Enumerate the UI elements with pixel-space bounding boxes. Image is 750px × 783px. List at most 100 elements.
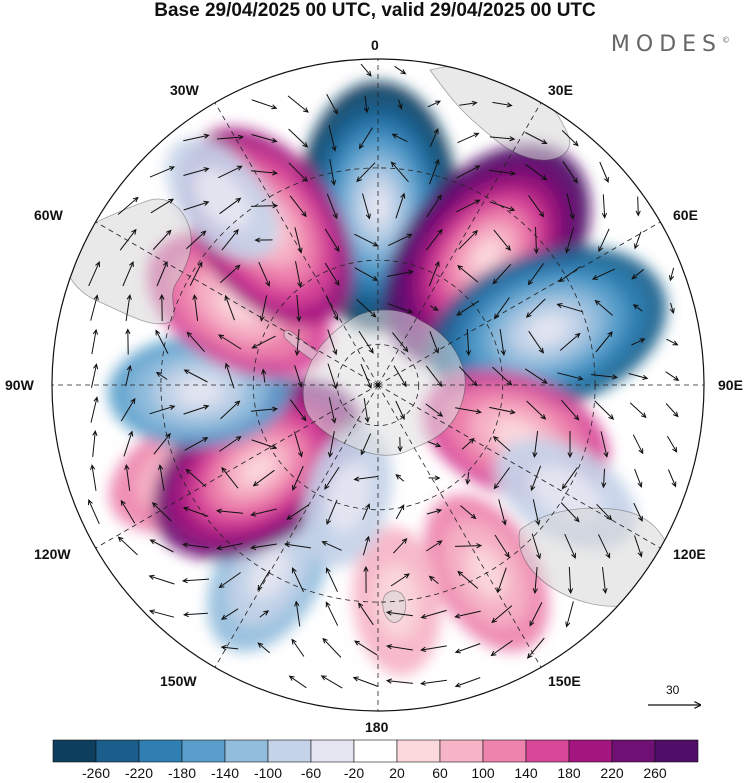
wind-arrow-30	[429, 158, 440, 185]
wind-arrow-138	[628, 373, 649, 380]
wind-arrow-1	[394, 65, 407, 75]
antarctica-landmass	[302, 309, 466, 456]
colorbar-label-1: -220	[124, 765, 154, 781]
wind-arrow-45	[426, 194, 442, 218]
colorbar-swatch-1	[95, 739, 140, 763]
wind-arrow-169	[461, 437, 475, 450]
map-disc	[52, 59, 704, 711]
wind-arrow-143	[183, 404, 210, 415]
wind-arrow-269	[454, 677, 481, 688]
colorbar-swatch-4	[224, 739, 269, 763]
wind-arrow-203	[395, 504, 405, 520]
wind-arrow-210	[633, 502, 643, 522]
wind-arrow-265	[320, 675, 343, 689]
wind-arrow-212	[149, 539, 174, 553]
wind-arrow-46	[456, 199, 481, 213]
wind-arrow-231	[291, 567, 304, 593]
meridian-300	[95, 221, 379, 386]
wind-arrow-5	[363, 95, 370, 114]
wind-arrow-167	[397, 437, 403, 453]
colorbar-swatch-8	[396, 739, 441, 763]
wind-arrow-135	[524, 368, 548, 384]
wind-arrow-60	[388, 233, 413, 247]
wind-arrow-158	[92, 429, 98, 457]
wind-arrow-84	[631, 268, 645, 280]
anomaly-contour-0-6	[366, 188, 390, 225]
wind-arrow-189	[530, 465, 542, 492]
wind-arrow-59	[354, 233, 379, 247]
wind-arrow-105	[125, 328, 131, 355]
wind-arrow-56	[254, 237, 273, 243]
colorbar-swatch-13	[611, 739, 656, 763]
wind-arrow-261	[454, 643, 481, 654]
wind-arrow-145	[251, 406, 279, 412]
meridian-150	[377, 384, 542, 668]
wind-arrow-254	[220, 644, 239, 651]
wind-arrow-224	[564, 533, 576, 559]
wind-arrow-104	[91, 328, 98, 355]
wind-arrow-156	[629, 402, 647, 419]
colorbar-label-12: 220	[600, 765, 624, 781]
colorbar-swatch-9	[439, 739, 484, 763]
wind-arrow-257	[322, 637, 342, 658]
wind-arrow-188	[493, 467, 511, 490]
wind-arrow-146	[289, 399, 307, 422]
wind-arrow-70	[156, 260, 168, 287]
wind-arrow-153	[526, 400, 547, 420]
wind-arrow-125	[183, 369, 208, 383]
wind-arrow-58	[324, 228, 340, 253]
wind-arrow-268	[419, 679, 447, 686]
wind-arrow-162	[219, 435, 242, 452]
meridian-240	[95, 384, 379, 549]
wind-arrow-166	[360, 433, 372, 456]
wind-arrow-27	[329, 159, 337, 186]
reference-vector-label: 30	[666, 683, 680, 697]
wind-arrow-92	[296, 294, 302, 323]
anomaly-contour-14-1	[325, 462, 371, 533]
wind-arrow-149	[395, 400, 405, 421]
brand-logo: MODES©	[611, 32, 730, 57]
lon-label-60e: 60E	[673, 207, 698, 223]
wind-arrow-194	[88, 499, 100, 525]
wind-arrow-223	[531, 533, 541, 560]
colorbar-label-5: -60	[300, 765, 322, 781]
colorbar-label-13: 260	[643, 765, 667, 781]
wind-arrow-25	[251, 170, 279, 176]
wind-arrow-160	[153, 432, 171, 455]
wind-arrow-121	[666, 338, 679, 346]
wind-arrow-191	[601, 468, 607, 489]
colorbar-label-4: -100	[253, 765, 283, 781]
wind-arrow-112	[358, 330, 374, 354]
wind-arrow-49	[566, 193, 575, 220]
wind-arrow-255	[257, 642, 271, 654]
wind-arrow-77	[387, 269, 414, 277]
wind-arrow-109	[251, 335, 276, 349]
wind-arrow-263	[526, 637, 545, 659]
wind-arrow-37	[150, 198, 175, 214]
wind-arrow-190	[561, 467, 578, 490]
colorbar-label-10: 140	[514, 765, 538, 781]
wind-arrow-177	[124, 463, 131, 491]
lon-label-30e: 30E	[548, 82, 573, 98]
wind-arrow-15	[358, 127, 373, 150]
wind-arrow-75	[324, 262, 340, 286]
wind-arrow-201	[326, 499, 338, 526]
wind-arrow-230	[257, 569, 271, 592]
wind-arrow-222	[494, 534, 510, 558]
wind-arrow-101	[594, 299, 613, 316]
wind-arrow-123	[125, 364, 132, 387]
wind-arrow-186	[428, 475, 441, 481]
wind-arrow-32	[489, 169, 517, 176]
wind-arrow-157	[665, 403, 679, 418]
lon-label-120e: 120E	[673, 546, 706, 562]
wind-arrow-133	[458, 366, 478, 387]
wind-arrow-62	[458, 229, 479, 250]
wind-arrow-64	[533, 226, 539, 255]
wind-arrow-55	[221, 228, 239, 251]
wind-arrow-122	[91, 363, 99, 388]
wind-arrow-159	[123, 430, 134, 457]
wind-arrow-79	[457, 264, 479, 283]
wind-arrow-21	[561, 130, 579, 147]
wind-arrow-163	[251, 439, 278, 450]
wind-arrow-83	[591, 268, 616, 280]
